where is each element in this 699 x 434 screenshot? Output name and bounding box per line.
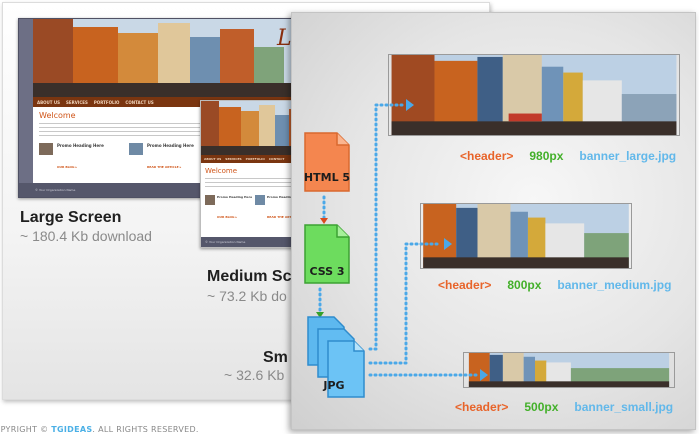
read-more-link[interactable]: READ THE ARTICLE ▸ xyxy=(267,215,302,219)
banner-image: Lo xyxy=(33,19,323,97)
copyright-footer: OPYRIGHT © TGIDEAS. ALL RIGHTS RESERVED. xyxy=(0,425,199,434)
css-file-icon: CSS 3 xyxy=(303,223,351,285)
banner-large-image xyxy=(388,54,680,136)
read-more-link[interactable]: OUR BLOG ▸ xyxy=(57,165,77,169)
small-screen-title: Sm xyxy=(263,349,288,366)
intro-text-lines xyxy=(205,178,301,190)
medium-banner-caption: <header> 800px banner_medium.jpg xyxy=(438,278,671,292)
welcome-heading: Welcome xyxy=(205,167,238,175)
html-file-icon: HTML 5 xyxy=(303,131,351,193)
nav-item-portfolio[interactable]: PORTFOLIO xyxy=(93,99,120,105)
arrow-head-icon xyxy=(406,99,414,111)
small-screen-size: ~ 32.6 Kb xyxy=(224,367,285,383)
header-tag: <header> xyxy=(460,149,514,163)
banner-filename: banner_medium.jpg xyxy=(557,278,672,292)
mockup-nav: ABOUT US SERVICES PORTFOLIO CONTACT US xyxy=(33,97,323,107)
arrow-down-icon xyxy=(320,218,328,224)
banner-width: 980px xyxy=(529,149,564,163)
promo-heading: Promo Heading Here xyxy=(217,195,253,199)
banner-width: 500px xyxy=(524,400,559,414)
css-file-label: CSS 3 xyxy=(309,265,345,278)
nav-item-contact[interactable]: CONTACT US xyxy=(125,99,154,105)
promo-heading: Promo Heading Here xyxy=(57,143,104,148)
jpg-to-large-connector xyxy=(368,103,404,351)
copyright-suffix: . ALL RIGHTS RESERVED. xyxy=(92,425,199,434)
header-tag: <header> xyxy=(455,400,509,414)
banner-filename: banner_large.jpg xyxy=(579,149,677,163)
promo-thumbnail xyxy=(39,143,53,155)
banner-small-image xyxy=(463,352,675,388)
read-more-link[interactable]: READ THE ARTICLE ▸ xyxy=(147,165,182,169)
arrow-head-icon xyxy=(444,238,452,250)
copyright-prefix: OPYRIGHT © xyxy=(0,425,49,434)
intro-text-lines xyxy=(39,123,209,137)
promo-thumbnail xyxy=(129,143,143,155)
large-banner-caption: <header> 980px banner_large.jpg xyxy=(460,149,676,163)
front-slide: HTML 5 CSS 3 JPG <header> 980px banner_l… xyxy=(291,12,696,430)
medium-screen-mockup: ABOUT US SERVICES PORTFOLIO CONTACT Welc… xyxy=(200,100,304,248)
nav-item-about[interactable]: ABOUT US xyxy=(204,157,222,161)
promo-thumbnail xyxy=(205,195,215,205)
jpg-file-label: JPG xyxy=(323,379,345,392)
promo-heading: Promo Heading Here xyxy=(267,195,303,199)
mockup-nav: ABOUT US SERVICES PORTFOLIO CONTACT xyxy=(201,155,303,163)
banner-image xyxy=(201,101,303,155)
banner-medium-image xyxy=(420,203,632,269)
arrow-down-icon xyxy=(316,312,324,318)
jpg-to-medium-connector xyxy=(368,242,442,365)
nav-item-about[interactable]: ABOUT US xyxy=(37,99,61,105)
banner-filename: banner_small.jpg xyxy=(574,400,674,414)
large-screen-title: Large Screen xyxy=(20,209,122,226)
welcome-heading: Welcome xyxy=(39,111,76,120)
arrow-head-icon xyxy=(480,369,488,381)
large-screen-size: ~ 180.4 Kb download xyxy=(20,228,152,244)
mockup-footer: © Your Organization Name xyxy=(201,237,303,247)
jpg-file-icon: JPG xyxy=(306,315,366,399)
html-file-label: HTML 5 xyxy=(303,171,351,184)
medium-screen-title: Medium Sc xyxy=(207,268,292,285)
nav-item-contact[interactable]: CONTACT xyxy=(268,157,285,161)
nav-item-portfolio[interactable]: PORTFOLIO xyxy=(245,157,265,161)
read-more-link[interactable]: OUR BLOG ▸ xyxy=(217,215,237,219)
small-banner-caption: <header> 500px banner_small.jpg xyxy=(455,400,673,414)
header-tag: <header> xyxy=(438,278,492,292)
flow-connectors xyxy=(316,99,488,381)
promo-thumbnail xyxy=(255,195,265,205)
banner-width: 800px xyxy=(507,278,542,292)
nav-item-services[interactable]: SERVICES xyxy=(66,99,88,105)
nav-item-services[interactable]: SERVICES xyxy=(225,157,242,161)
promo-heading: Promo Heading Here xyxy=(147,143,194,148)
medium-screen-size: ~ 73.2 Kb do xyxy=(207,288,287,304)
copyright-brand-link[interactable]: TGIDEAS xyxy=(51,425,93,434)
